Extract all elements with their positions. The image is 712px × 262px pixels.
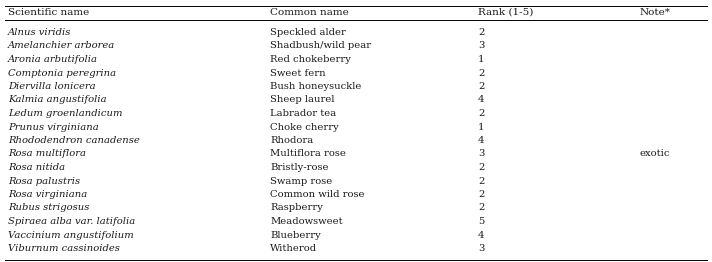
Text: 2: 2 — [478, 190, 484, 199]
Text: 2: 2 — [478, 28, 484, 37]
Text: 4: 4 — [478, 231, 484, 239]
Text: Prunus virginiana: Prunus virginiana — [8, 123, 99, 132]
Text: 4: 4 — [478, 96, 484, 105]
Text: Blueberry: Blueberry — [270, 231, 320, 239]
Text: Common name: Common name — [270, 8, 349, 17]
Text: Speckled alder: Speckled alder — [270, 28, 346, 37]
Text: 2: 2 — [478, 109, 484, 118]
Text: Bristly-rose: Bristly-rose — [270, 163, 328, 172]
Text: Rhododendron canadense: Rhododendron canadense — [8, 136, 140, 145]
Text: 5: 5 — [478, 217, 484, 226]
Text: Comptonia peregrina: Comptonia peregrina — [8, 68, 116, 78]
Text: 2: 2 — [478, 163, 484, 172]
Text: Spiraea alba var. latifolia: Spiraea alba var. latifolia — [8, 217, 135, 226]
Text: 2: 2 — [478, 204, 484, 212]
Text: Scientific name: Scientific name — [8, 8, 89, 17]
Text: Rubus strigosus: Rubus strigosus — [8, 204, 90, 212]
Text: Rank (1-5): Rank (1-5) — [478, 8, 533, 17]
Text: 1: 1 — [478, 55, 484, 64]
Text: 3: 3 — [478, 244, 484, 253]
Text: 3: 3 — [478, 150, 484, 159]
Text: 2: 2 — [478, 68, 484, 78]
Text: 3: 3 — [478, 41, 484, 51]
Text: Red chokeberry: Red chokeberry — [270, 55, 351, 64]
Text: Shadbush/wild pear: Shadbush/wild pear — [270, 41, 371, 51]
Text: Aronia arbutifolia: Aronia arbutifolia — [8, 55, 98, 64]
Text: exotic: exotic — [640, 150, 671, 159]
Text: Multiflora rose: Multiflora rose — [270, 150, 346, 159]
Text: Choke cherry: Choke cherry — [270, 123, 339, 132]
Text: Ledum groenlandicum: Ledum groenlandicum — [8, 109, 122, 118]
Text: Rosa virginiana: Rosa virginiana — [8, 190, 88, 199]
Text: Vaccinium angustifolium: Vaccinium angustifolium — [8, 231, 134, 239]
Text: 1: 1 — [478, 123, 484, 132]
Text: Viburnum cassinoides: Viburnum cassinoides — [8, 244, 120, 253]
Text: Common wild rose: Common wild rose — [270, 190, 365, 199]
Text: Rosa multiflora: Rosa multiflora — [8, 150, 86, 159]
Text: 2: 2 — [478, 82, 484, 91]
Text: Raspberry: Raspberry — [270, 204, 323, 212]
Text: Rosa nitida: Rosa nitida — [8, 163, 65, 172]
Text: 4: 4 — [478, 136, 484, 145]
Text: Kalmia angustifolia: Kalmia angustifolia — [8, 96, 107, 105]
Text: Alnus viridis: Alnus viridis — [8, 28, 71, 37]
Text: Sheep laurel: Sheep laurel — [270, 96, 335, 105]
Text: Note*: Note* — [640, 8, 671, 17]
Text: Witherod: Witherod — [270, 244, 317, 253]
Text: Amelanchier arborea: Amelanchier arborea — [8, 41, 115, 51]
Text: Labrador tea: Labrador tea — [270, 109, 336, 118]
Text: Bush honeysuckle: Bush honeysuckle — [270, 82, 362, 91]
Text: Diervilla lonicera: Diervilla lonicera — [8, 82, 95, 91]
Text: Meadowsweet: Meadowsweet — [270, 217, 342, 226]
Text: Sweet fern: Sweet fern — [270, 68, 325, 78]
Text: Rosa palustris: Rosa palustris — [8, 177, 80, 185]
Text: Rhodora: Rhodora — [270, 136, 313, 145]
Text: 2: 2 — [478, 177, 484, 185]
Text: Swamp rose: Swamp rose — [270, 177, 333, 185]
